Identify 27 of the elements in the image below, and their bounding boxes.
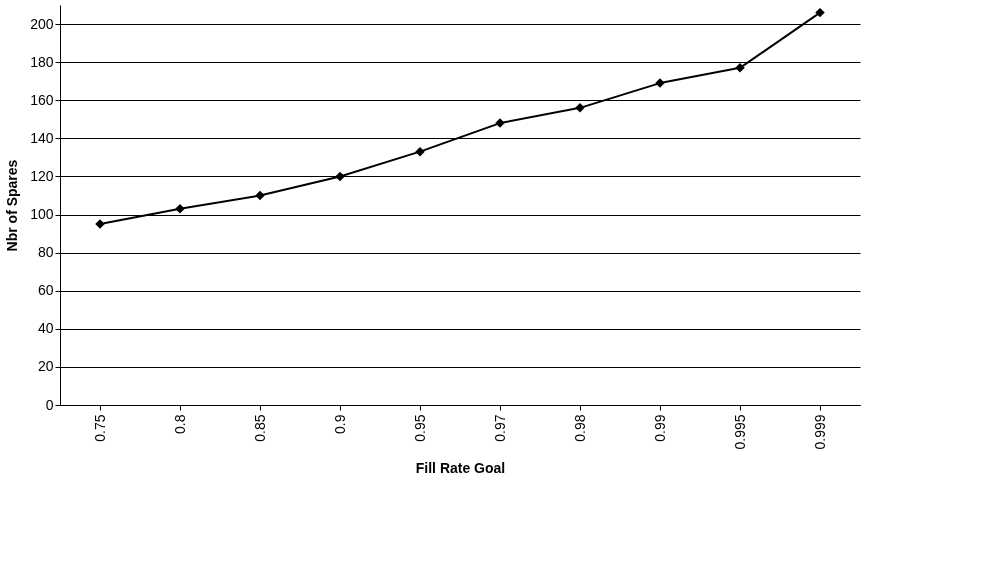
x-tick-label: 0.75 [91,414,108,442]
y-tick-label: 80 [37,244,54,261]
x-tick-label: 0.98 [571,414,588,442]
y-tick-label: 120 [30,167,54,184]
y-tick-label: 200 [30,15,54,32]
y-tick-label: 60 [37,282,54,299]
y-tick-label: 180 [30,53,54,70]
y-tick-label: 0 [45,396,54,413]
y-tick-label: 40 [37,320,54,337]
x-tick-label: 0.99 [651,414,668,442]
y-tick-label: 140 [30,129,54,146]
point [255,190,265,201]
x-tick-label: 0.9 [331,414,348,434]
x-tick-label: 0.95 [411,414,428,442]
x-tick-label: 0.85 [251,414,268,442]
y-axis-title: Nbr of Spares [4,159,21,252]
x-tick-label: 0.995 [731,414,748,450]
x-tick-label: 0.8 [171,414,188,434]
point [415,146,425,157]
x-tick-label: 0.999 [811,414,828,450]
x-tick-label: 0.97 [491,414,508,442]
point [335,171,345,182]
y-tick-label: 100 [30,206,54,223]
y-tick-label: 20 [37,358,54,375]
point [815,7,825,18]
y-tick-label: 160 [30,91,54,108]
x-axis-title: Fill Rate Goal [415,459,506,476]
